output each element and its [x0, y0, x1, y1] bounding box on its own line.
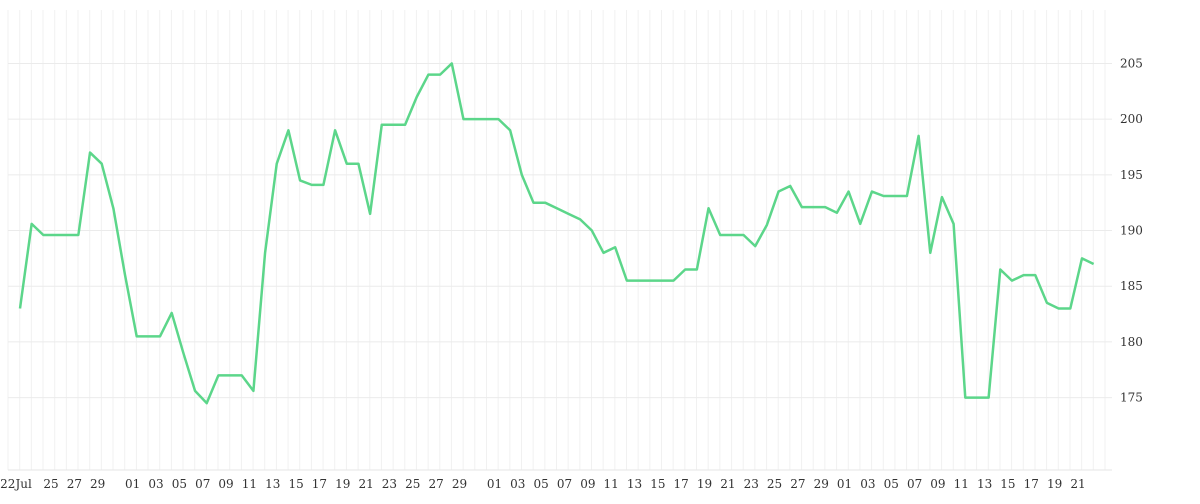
x-tick-label: 17 [1024, 477, 1039, 491]
x-tick-label: 15 [1000, 477, 1015, 491]
x-tick-label: 15 [288, 477, 303, 491]
x-tick-label: 01 [125, 477, 140, 491]
x-tick-label: 05 [534, 477, 549, 491]
y-tick-label: 205 [1120, 56, 1143, 70]
x-tick-label: 21 [358, 477, 373, 491]
y-tick-label: 200 [1120, 112, 1143, 126]
x-tick-label: 13 [265, 477, 280, 491]
y-tick-label: 195 [1120, 168, 1143, 182]
x-tick-label: 27 [67, 477, 82, 491]
x-tick-label: 21 [1070, 477, 1085, 491]
x-tick-label: 29 [814, 477, 829, 491]
x-tick-label: 13 [627, 477, 642, 491]
x-tick-label: 29 [452, 477, 467, 491]
y-tick-label: 180 [1120, 335, 1143, 349]
x-tick-label: 17 [312, 477, 327, 491]
x-tick-label: 01 [487, 477, 502, 491]
x-tick-label: 27 [790, 477, 805, 491]
x-tick-label: 07 [195, 477, 210, 491]
x-tick-label: 19 [335, 477, 350, 491]
x-tick-label: 25 [767, 477, 782, 491]
x-tick-label: 25 [43, 477, 58, 491]
x-tick-label: 11 [242, 477, 257, 491]
x-tick-label: 05 [884, 477, 899, 491]
x-tick-label: 11 [954, 477, 969, 491]
y-tick-label: 190 [1120, 224, 1143, 238]
x-tick-label: 15 [650, 477, 665, 491]
x-tick-label: 01 [837, 477, 852, 491]
x-tick-label: 23 [382, 477, 397, 491]
x-tick-label: 03 [510, 477, 525, 491]
x-tick-label: 07 [907, 477, 922, 491]
x-tick-label: 22Jul [0, 477, 32, 491]
x-tick-label: 17 [674, 477, 689, 491]
x-tick-label: 03 [148, 477, 163, 491]
y-tick-label: 175 [1120, 391, 1143, 405]
x-tick-label: 03 [860, 477, 875, 491]
x-tick-label: 25 [405, 477, 420, 491]
x-tick-label: 07 [557, 477, 572, 491]
x-tick-label: 11 [604, 477, 619, 491]
x-tick-label: 21 [720, 477, 735, 491]
x-tick-label: 09 [930, 477, 945, 491]
x-tick-label: 29 [90, 477, 105, 491]
y-tick-label: 185 [1120, 279, 1143, 293]
x-tick-label: 23 [744, 477, 759, 491]
x-tick-label: 27 [428, 477, 443, 491]
x-tick-label: 05 [172, 477, 187, 491]
x-tick-label: 19 [697, 477, 712, 491]
x-tick-label: 19 [1047, 477, 1062, 491]
price-line [18, 62, 1095, 405]
x-tick-label: 09 [218, 477, 233, 491]
x-tick-label: 13 [977, 477, 992, 491]
x-tick-label: 09 [580, 477, 595, 491]
